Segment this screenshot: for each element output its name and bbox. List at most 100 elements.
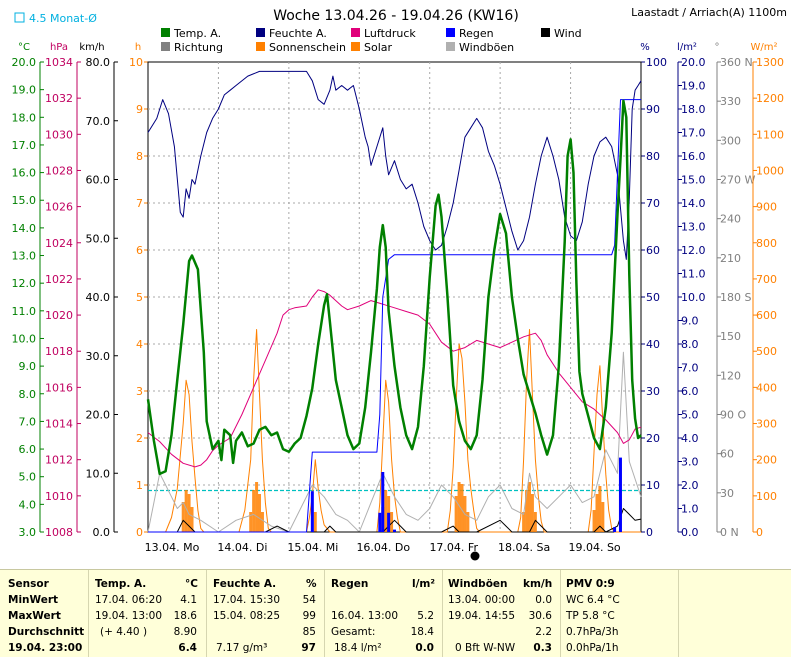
hpa-axis-label: 1030: [45, 128, 73, 141]
kmh-axis-label: 10.0: [86, 467, 111, 480]
header-boeen: Windböen: [448, 578, 508, 590]
temp-avg-note: (+ 4.40 ): [100, 626, 148, 638]
unit-rain: l/m²: [677, 42, 697, 53]
sunshine-bar: [313, 512, 317, 532]
legend-label-regen: Regen: [459, 27, 494, 40]
kmh-axis-label: 40.0: [86, 291, 111, 304]
wm2-axis-label: 1000: [756, 164, 784, 177]
checkbox-icon[interactable]: [14, 12, 25, 23]
rain-bar: [378, 512, 382, 532]
feuchte-min-time: 17.04. 15:30: [213, 594, 280, 606]
monthly-average-toggle[interactable]: 4.5 Monat-Ø: [14, 12, 97, 25]
celsius-axis-label: 11.0: [12, 305, 37, 318]
sunshine-bar: [249, 512, 253, 532]
sunshine-bar: [181, 502, 185, 532]
x-label-day: 16.04. Do: [356, 541, 410, 554]
rain-axis-label: 9.0: [681, 315, 699, 328]
unit-hpa: hPa: [50, 42, 68, 53]
legend-label-wind: Wind: [554, 27, 582, 40]
series-line-regen: [148, 99, 641, 533]
wm2-axis-label: 500: [756, 345, 777, 358]
pmv-trend-3h: 0.7hPa/3h: [566, 626, 619, 638]
legend-swatch-regen: [446, 28, 455, 37]
percent-axis-label: 20: [646, 432, 660, 445]
hours-axis-label: 5: [136, 291, 143, 304]
boeen-min-time: 13.04. 00:00: [448, 594, 515, 606]
celsius-axis-label: 5.0: [19, 471, 37, 484]
celsius-axis-label: 3.0: [19, 526, 37, 539]
sunshine-bar: [190, 507, 194, 532]
hpa-axis-label: 1010: [45, 490, 73, 503]
wm2-axis-label: 400: [756, 381, 777, 394]
sunshine-bar: [466, 512, 470, 532]
sunshine-bar: [533, 512, 537, 532]
rain-axis-label: 19.0: [681, 80, 706, 93]
column-divider: [560, 570, 561, 657]
sunshine-bar: [530, 494, 534, 532]
boeen-max: 30.6: [528, 610, 552, 622]
header-feuchte-unit: %: [306, 578, 317, 590]
x-label-day: 19.04. So: [568, 541, 620, 554]
celsius-axis-label: 8.0: [19, 388, 37, 401]
direction-axis-label: 210: [720, 252, 741, 265]
column-divider: [442, 570, 443, 657]
rain-bar: [310, 491, 314, 532]
legend-label-windboeen: Windböen: [459, 41, 514, 54]
legend-label-richtung: Richtung: [174, 41, 223, 54]
kmh-axis-label: 0.0: [93, 526, 111, 539]
celsius-axis-label: 16.0: [12, 167, 37, 180]
temp-min-time: 17.04. 06:20: [95, 594, 162, 606]
rain-bar: [387, 512, 391, 532]
legend-swatch-solar: [351, 42, 360, 51]
series-line-windb-en: [147, 351, 642, 533]
rain-axis-label: 15.0: [681, 174, 706, 187]
header-pmv: PMV 0:9: [566, 578, 615, 590]
celsius-axis-label: 14.0: [12, 222, 37, 235]
legend-swatch-luftdruck: [351, 28, 360, 37]
rain-axis-label: 6.0: [681, 385, 699, 398]
rain-axis-label: 3.0: [681, 456, 699, 469]
series-line-wind: [148, 508, 642, 533]
celsius-axis-label: 10.0: [12, 332, 37, 345]
boeen-max-time: 19.04. 14:55: [448, 610, 515, 622]
plot-area: [146, 61, 642, 533]
feuchte-avg: 85: [302, 626, 316, 638]
rain-axis-label: 18.0: [681, 103, 706, 116]
percent-axis-label: 60: [646, 244, 660, 257]
column-divider: [206, 570, 207, 657]
wm2-axis-label: 300: [756, 418, 777, 431]
regen-total: 18.4: [410, 626, 434, 638]
kmh-axis-label: 30.0: [86, 350, 111, 363]
x-axis-labels: 13.04. Mo 14.04. Di 15.04. Mi 16.04. Do 17.0…: [145, 541, 621, 554]
pmv-wc: WC 6.4 °C: [566, 594, 620, 606]
weather-chart: 4.5 Monat-Ø Woche 13.04.26 - 19.04.26 (K…: [11, 6, 787, 561]
sunshine-bar: [454, 496, 458, 532]
hpa-axis-label: 1012: [45, 454, 73, 467]
hours-axis-label: 9: [136, 103, 143, 116]
rain-axis-label: 2.0: [681, 479, 699, 492]
hpa-axis-label: 1032: [45, 92, 73, 105]
direction-axis-label: 330: [720, 95, 741, 108]
direction-axis-label: 60: [720, 448, 734, 461]
sunshine-bar: [457, 482, 461, 532]
legend-label-sonnenschein: Sonnenschein: [269, 41, 346, 54]
hours-axis-label: 0: [136, 526, 143, 539]
rain-axis-label: 5.0: [681, 409, 699, 422]
hours-axis-label: 10: [129, 56, 143, 69]
regen-now: 0.0: [415, 642, 434, 654]
hours-axis-label: 7: [136, 197, 143, 210]
pmv-trend-1h: 0.0hPa/1h: [566, 642, 619, 654]
wm2-axis-label: 1100: [756, 128, 784, 141]
sunshine-bar: [601, 502, 605, 532]
wm2-axis-label: 700: [756, 273, 777, 286]
sunshine-bar: [384, 490, 388, 532]
rain-bar: [613, 527, 617, 532]
column-divider: [678, 570, 679, 657]
boeen-now: 0.3: [533, 642, 552, 654]
header-temp: Temp. A.: [95, 578, 147, 590]
hpa-axis-label: 1024: [45, 237, 73, 250]
legend-label-temp: Temp. A.: [173, 27, 221, 40]
rain-axis-label: 12.0: [681, 244, 706, 257]
percent-axis-label: 50: [646, 291, 660, 304]
header-temp-unit: °C: [185, 578, 198, 590]
